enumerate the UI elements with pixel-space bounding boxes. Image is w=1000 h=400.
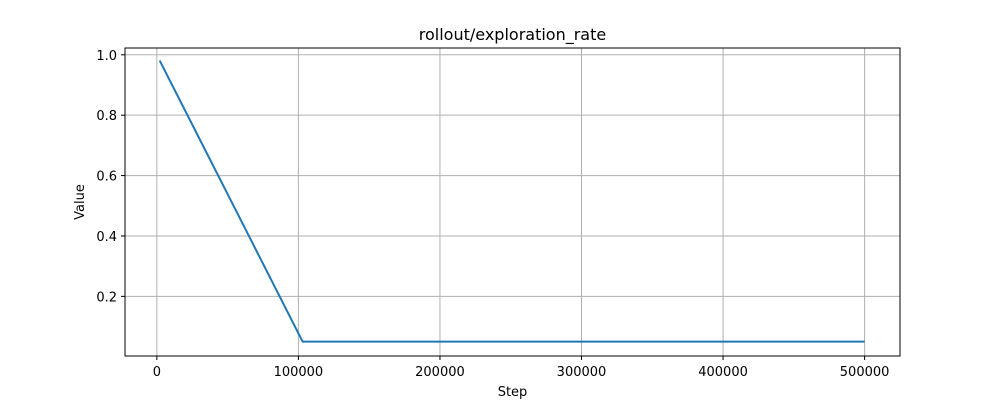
y-tick-label: 0.2 bbox=[96, 290, 117, 305]
y-axis: 0.2 0.4 0.6 0.8 1.0 bbox=[96, 49, 125, 305]
plot-area bbox=[125, 48, 900, 356]
y-tick-label: 0.8 bbox=[96, 109, 117, 124]
x-tick-label: 500000 bbox=[840, 365, 890, 380]
grid bbox=[125, 48, 900, 356]
y-tick-label: 0.4 bbox=[96, 230, 117, 245]
series-layer bbox=[158, 60, 865, 343]
y-tick-label: 1.0 bbox=[96, 49, 117, 64]
x-axis-label: Step bbox=[498, 385, 528, 400]
x-axis: 0 100000 200000 300000 400000 500000 bbox=[153, 356, 890, 380]
y-axis-label: Value bbox=[73, 184, 88, 220]
x-tick-label: 200000 bbox=[415, 365, 465, 380]
chart-title: rollout/exploration_rate bbox=[419, 25, 606, 45]
series-line bbox=[158, 60, 865, 343]
y-tick-label: 0.6 bbox=[96, 170, 117, 185]
x-tick-label: 100000 bbox=[274, 365, 324, 380]
x-tick-label: 300000 bbox=[557, 365, 607, 380]
plot-frame bbox=[124, 47, 901, 357]
x-tick-label: 0 bbox=[153, 365, 161, 380]
x-tick-label: 400000 bbox=[698, 365, 748, 380]
